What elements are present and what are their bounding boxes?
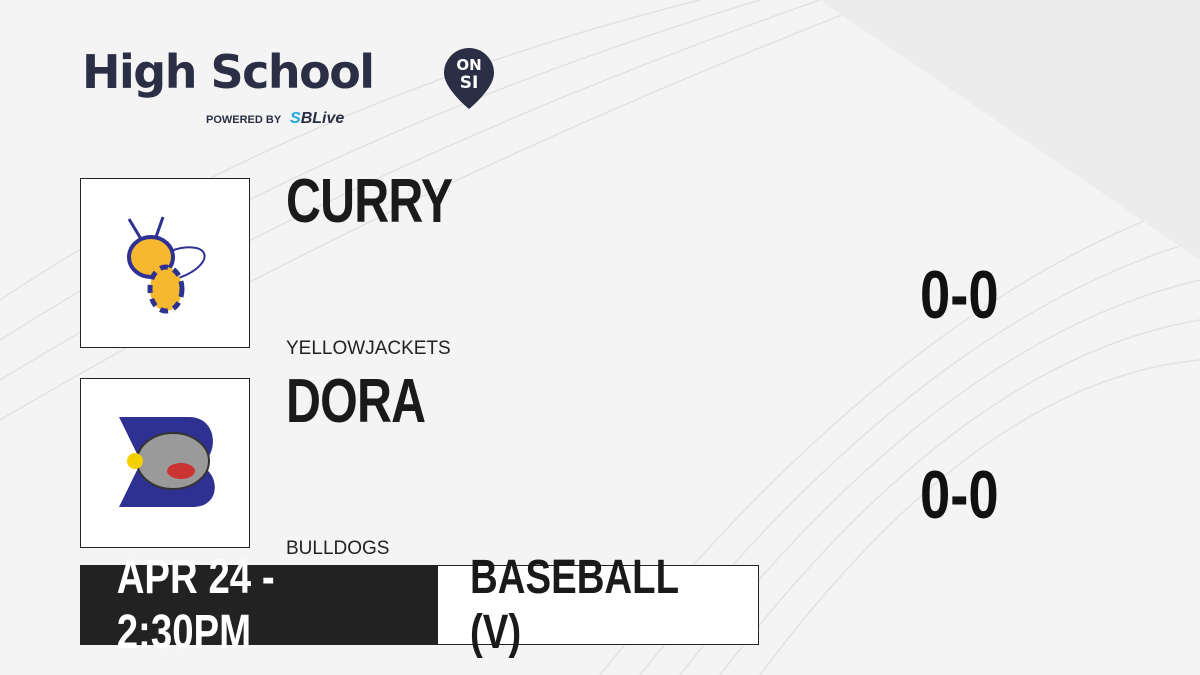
powered-by: POWERED BY SBLive [206, 110, 344, 128]
brand-title: High School [82, 45, 375, 99]
powered-by-label: POWERED BY [206, 114, 281, 126]
game-datetime: APR 24 - 2:30PM [81, 551, 438, 659]
high-school-on-si-logo: High School ON SI POWERED BY SBLive [82, 44, 494, 127]
game-info-bar: APR 24 - 2:30PM BASEBALL (V) [80, 551, 759, 659]
team-name-home: CURRY [286, 167, 453, 236]
team-score-home: 0-0 [920, 257, 999, 333]
game-sport: BASEBALL (V) [438, 551, 758, 659]
team-mascot-home: YELLOWJACKETS [286, 338, 451, 359]
team-score-away: 0-0 [920, 457, 999, 533]
team-mascot-away: BULLDOGS [286, 538, 390, 559]
badge-bottom: SI [460, 73, 479, 93]
on-si-pin-icon: ON SI [444, 48, 494, 109]
yellowjacket-logo [80, 178, 250, 348]
badge-top: ON [456, 56, 481, 74]
team-name-away: DORA [286, 367, 426, 436]
sblive-logo: SBLive [290, 110, 345, 127]
bulldog-logo [80, 378, 250, 548]
